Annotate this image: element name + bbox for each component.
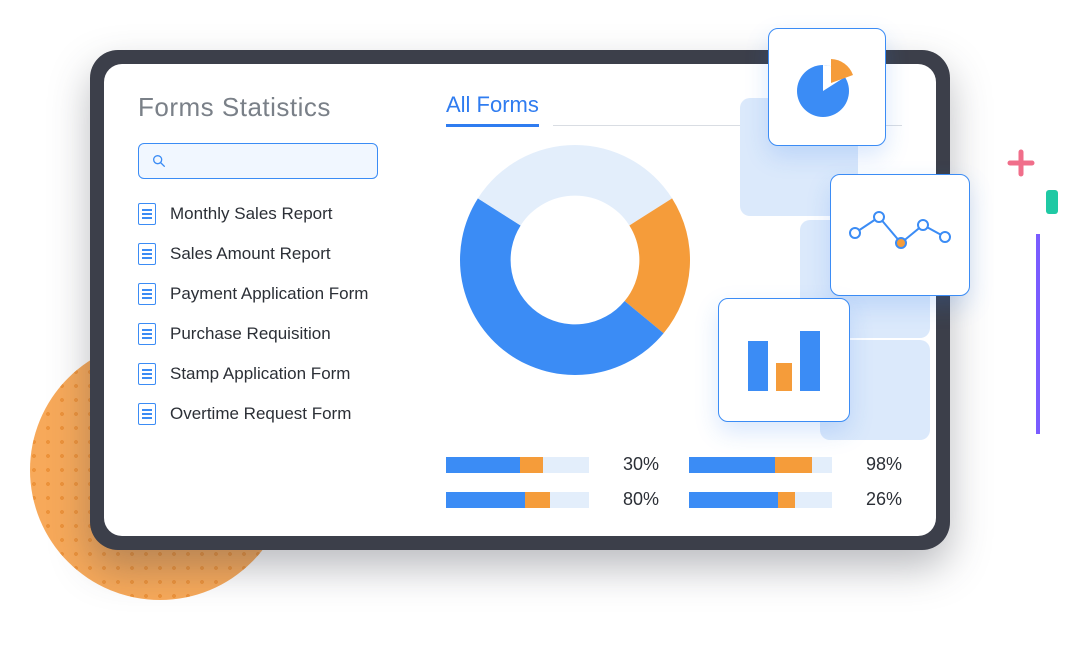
progress-percent: 98% bbox=[848, 454, 902, 475]
progress-percent: 26% bbox=[848, 489, 902, 510]
form-item-label: Sales Amount Report bbox=[170, 244, 331, 264]
form-item[interactable]: Monthly Sales Report bbox=[138, 203, 418, 225]
form-item-label: Monthly Sales Report bbox=[170, 204, 333, 224]
progress-row: 26% bbox=[689, 489, 902, 510]
document-icon bbox=[138, 283, 156, 305]
progress-track bbox=[446, 457, 589, 473]
form-item-label: Payment Application Form bbox=[170, 284, 368, 304]
progress-row: 98% bbox=[689, 454, 902, 475]
form-item[interactable]: Overtime Request Form bbox=[138, 403, 418, 425]
progress-bars-grid: 30% 98% 80% 26% bbox=[446, 454, 902, 510]
document-icon bbox=[138, 323, 156, 345]
tab-all-forms[interactable]: All Forms bbox=[446, 92, 539, 127]
mini-line-tile bbox=[830, 174, 970, 296]
progress-track bbox=[689, 457, 832, 473]
form-item[interactable]: Sales Amount Report bbox=[138, 243, 418, 265]
form-item-label: Purchase Requisition bbox=[170, 324, 331, 344]
progress-row: 30% bbox=[446, 454, 659, 475]
mini-pie-tile bbox=[768, 28, 886, 146]
progress-percent: 80% bbox=[605, 489, 659, 510]
document-icon bbox=[138, 243, 156, 265]
progress-track bbox=[689, 492, 832, 508]
document-icon bbox=[138, 203, 156, 225]
document-icon bbox=[138, 363, 156, 385]
forms-list: Monthly Sales Report Sales Amount Report… bbox=[138, 203, 418, 425]
line-chart-icon bbox=[845, 195, 955, 275]
form-item[interactable]: Stamp Application Form bbox=[138, 363, 418, 385]
search-input[interactable] bbox=[138, 143, 378, 179]
form-item[interactable]: Payment Application Form bbox=[138, 283, 418, 305]
progress-track bbox=[446, 492, 589, 508]
progress-row: 80% bbox=[446, 489, 659, 510]
search-icon bbox=[151, 153, 167, 169]
form-item-label: Stamp Application Form bbox=[170, 364, 350, 384]
pie-icon bbox=[787, 47, 867, 127]
page-title: Forms Statistics bbox=[138, 92, 418, 123]
progress-percent: 30% bbox=[605, 454, 659, 475]
document-icon bbox=[138, 403, 156, 425]
mini-bars-tile bbox=[718, 298, 850, 422]
form-item[interactable]: Purchase Requisition bbox=[138, 323, 418, 345]
square-accent-icon bbox=[1044, 188, 1060, 216]
bar-chart-icon bbox=[734, 315, 834, 405]
donut-chart bbox=[460, 145, 690, 375]
form-item-label: Overtime Request Form bbox=[170, 404, 351, 424]
vertical-line-accent bbox=[1034, 234, 1042, 434]
plus-icon bbox=[1006, 148, 1036, 178]
